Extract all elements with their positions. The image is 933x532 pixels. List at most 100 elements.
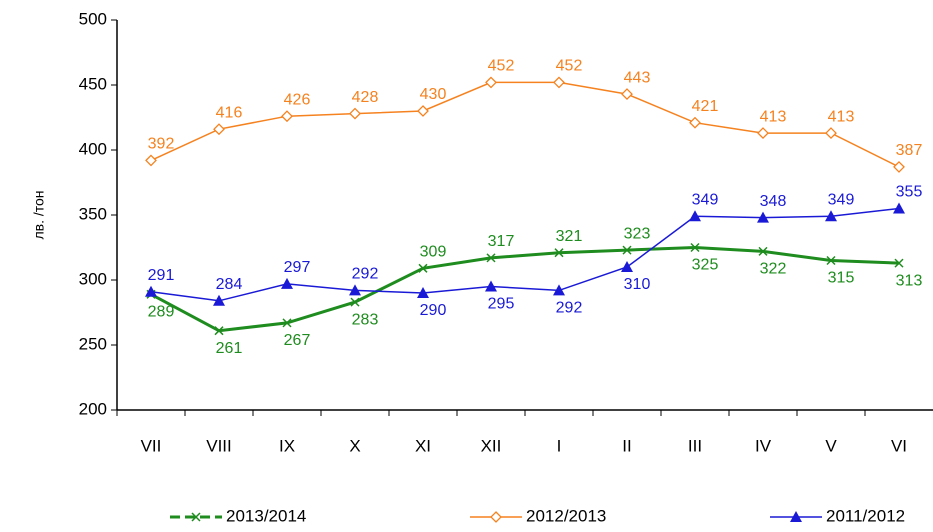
x-tick-label: V xyxy=(825,436,837,455)
x-tick-label: VI xyxy=(891,436,907,455)
marker xyxy=(145,285,157,297)
data-label: 321 xyxy=(556,228,583,245)
data-label: 413 xyxy=(828,108,855,125)
marker xyxy=(621,261,633,272)
marker xyxy=(825,127,837,140)
marker xyxy=(485,76,497,89)
data-label: 322 xyxy=(760,261,787,278)
marker xyxy=(486,253,496,263)
series: 291 284 297 292 290 295 292 310 349 348 349 355 xyxy=(145,184,923,319)
marker xyxy=(554,248,564,258)
marker xyxy=(622,245,632,255)
data-label: 283 xyxy=(352,311,379,328)
marker xyxy=(894,258,904,268)
data-label: 317 xyxy=(488,233,515,250)
x-tick-label: II xyxy=(622,436,631,455)
data-label: 349 xyxy=(692,192,719,209)
marker xyxy=(214,326,224,336)
y-axis-label: лв. /тон xyxy=(31,190,47,239)
data-label: 289 xyxy=(148,304,175,321)
data-label: 426 xyxy=(284,91,311,108)
y-tick-label: 350 xyxy=(79,204,107,223)
data-label: 295 xyxy=(488,296,515,313)
data-label: 421 xyxy=(692,98,719,115)
data-label: 348 xyxy=(760,193,787,210)
data-label: 428 xyxy=(352,89,379,106)
y-tick-label: 500 xyxy=(79,9,107,28)
x-tick-label: X xyxy=(349,436,360,455)
marker xyxy=(349,107,361,120)
data-label: 452 xyxy=(488,58,515,75)
marker xyxy=(145,154,157,167)
x-tick-label: XII xyxy=(481,436,502,455)
marker xyxy=(349,284,361,296)
marker xyxy=(826,255,836,266)
series-line xyxy=(150,245,900,333)
data-label: 355 xyxy=(896,184,923,201)
data-label: 443 xyxy=(624,69,651,86)
x-tick-label: I xyxy=(557,436,562,455)
y-tick-label: 300 xyxy=(79,269,107,288)
legend-label: 2013/2014 xyxy=(226,506,306,525)
marker xyxy=(350,297,360,307)
data-label: 291 xyxy=(148,267,175,284)
data-label: 297 xyxy=(284,259,311,276)
marker xyxy=(281,277,293,289)
x-tick-label: IV xyxy=(755,436,772,455)
marker xyxy=(790,511,802,522)
data-label: 309 xyxy=(420,244,447,261)
y-tick-label: 250 xyxy=(79,334,107,353)
series: 289 261 267 283 309 317 321 323 325 322 315 313 xyxy=(146,225,923,357)
x-tick-label: IX xyxy=(279,436,295,455)
legend-label: 2011/2012 xyxy=(826,506,905,525)
data-label: 284 xyxy=(216,276,243,293)
marker xyxy=(757,211,769,223)
data-label: 292 xyxy=(556,300,583,317)
marker xyxy=(893,160,905,173)
marker xyxy=(281,110,293,123)
data-label: 313 xyxy=(896,272,923,289)
marker xyxy=(689,210,701,222)
data-label: 292 xyxy=(352,266,379,283)
marker xyxy=(417,287,429,298)
marker xyxy=(689,116,701,129)
data-label: 392 xyxy=(148,136,175,153)
data-label: 349 xyxy=(828,192,855,209)
marker xyxy=(213,294,225,306)
data-label: 315 xyxy=(828,270,855,287)
x-tick-label: VIII xyxy=(206,436,232,455)
marker xyxy=(825,210,837,222)
marker xyxy=(690,242,700,253)
data-label: 387 xyxy=(896,142,923,159)
legend-label: 2012/2013 xyxy=(526,506,606,525)
y-tick-label: 450 xyxy=(79,74,107,93)
y-tick-label: 400 xyxy=(79,139,107,158)
marker xyxy=(490,511,502,523)
data-label: 310 xyxy=(624,276,651,293)
x-tick-label: III xyxy=(688,436,702,455)
marker xyxy=(757,127,769,140)
marker xyxy=(418,263,428,273)
marker xyxy=(893,202,905,214)
marker xyxy=(553,284,565,296)
marker xyxy=(758,246,768,256)
marker xyxy=(553,76,565,89)
data-label: 323 xyxy=(624,225,651,242)
x-tick-label: VII xyxy=(141,436,162,455)
marker xyxy=(282,318,292,328)
marker xyxy=(485,280,497,292)
marker xyxy=(213,123,225,136)
x-tick-label: XI xyxy=(415,436,431,455)
series-line xyxy=(150,81,900,168)
data-label: 261 xyxy=(216,340,243,357)
series-line xyxy=(150,207,900,302)
data-label: 452 xyxy=(556,58,583,75)
data-label: 413 xyxy=(760,108,787,125)
data-label: 290 xyxy=(420,302,447,319)
marker xyxy=(191,512,201,522)
marker xyxy=(417,105,429,117)
y-tick-label: 200 xyxy=(79,399,107,418)
series: 392 416 426 428 430 452 452 443 421 413 413 387 xyxy=(145,58,923,173)
data-label: 325 xyxy=(692,257,719,274)
